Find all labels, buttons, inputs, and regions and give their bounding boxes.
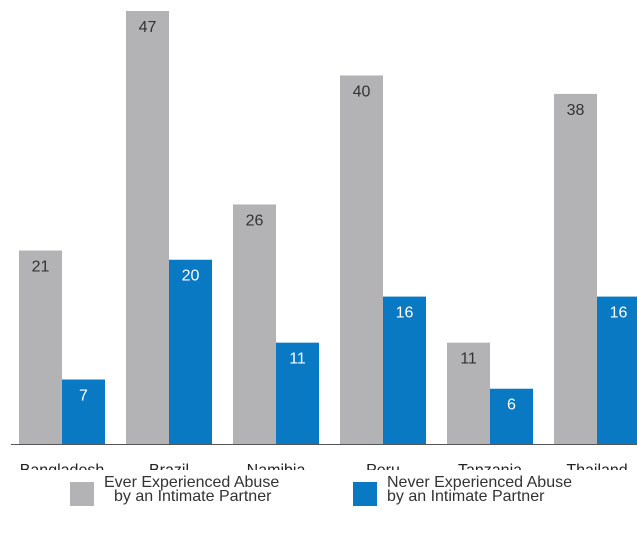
x-tick-label-namibia: Namibia [247, 462, 306, 470]
legend-label-never-line1: Never Experienced Abuse [387, 474, 572, 491]
legend-swatch-never [353, 482, 377, 506]
data-label-never-bangladesh: 7 [79, 388, 88, 405]
x-tick-label-peru: Peru [366, 462, 400, 470]
bar-chart: 21 7 Bangladesh 47 20 Brazil 26 11 Namibia 40 16 Pe… [11, 11, 637, 470]
x-tick-label-bangladesh: Bangladesh [20, 462, 105, 470]
legend-swatch-ever [70, 482, 94, 506]
legend-label-ever-line2: by an Intimate Partner [114, 488, 272, 505]
bar-never-tanzania [490, 388, 533, 444]
x-tick-label-tanzania: Tanzania [458, 462, 522, 470]
data-label-ever-peru: 40 [353, 83, 371, 100]
legend-item-ever: Ever Experienced Abuse by an Intimate Pa… [70, 474, 334, 506]
legend-item-never: Never Experienced Abuse by an Intimate P… [353, 474, 617, 506]
legend-label-ever: Ever Experienced Abuse by an Intimate Pa… [104, 474, 334, 505]
data-label-ever-namibia: 26 [246, 212, 264, 229]
data-label-never-tanzania: 6 [507, 397, 516, 414]
legend-label-never-line2: by an Intimate Partner [387, 488, 545, 505]
data-label-never-brazil: 20 [182, 268, 200, 285]
bar-never-namibia [276, 342, 319, 444]
x-tick-label-brazil: Brazil [149, 462, 189, 470]
data-label-ever-thailand: 38 [567, 102, 585, 119]
bar-ever-namibia [233, 204, 276, 444]
bar-never-thailand [597, 296, 637, 444]
bar-never-bangladesh [62, 379, 105, 444]
x-tick-label-thailand: Thailand [566, 462, 627, 470]
data-label-never-peru: 16 [396, 305, 414, 322]
bar-never-brazil [169, 259, 212, 444]
bar-never-peru [383, 296, 426, 444]
legend-label-ever-line1: Ever Experienced Abuse [104, 474, 280, 491]
bar-ever-thailand [554, 93, 597, 445]
data-label-ever-bangladesh: 21 [32, 259, 50, 276]
data-label-never-namibia: 11 [289, 351, 306, 368]
bar-ever-peru [340, 75, 383, 444]
bar-ever-bangladesh [19, 250, 62, 444]
bar-ever-tanzania [447, 342, 490, 444]
legend-label-never: Never Experienced Abuse by an Intimate P… [387, 474, 617, 505]
data-label-ever-tanzania: 11 [460, 351, 477, 368]
data-label-ever-brazil: 47 [139, 19, 157, 36]
bar-ever-brazil [126, 11, 169, 444]
data-label-never-thailand: 16 [610, 305, 628, 322]
